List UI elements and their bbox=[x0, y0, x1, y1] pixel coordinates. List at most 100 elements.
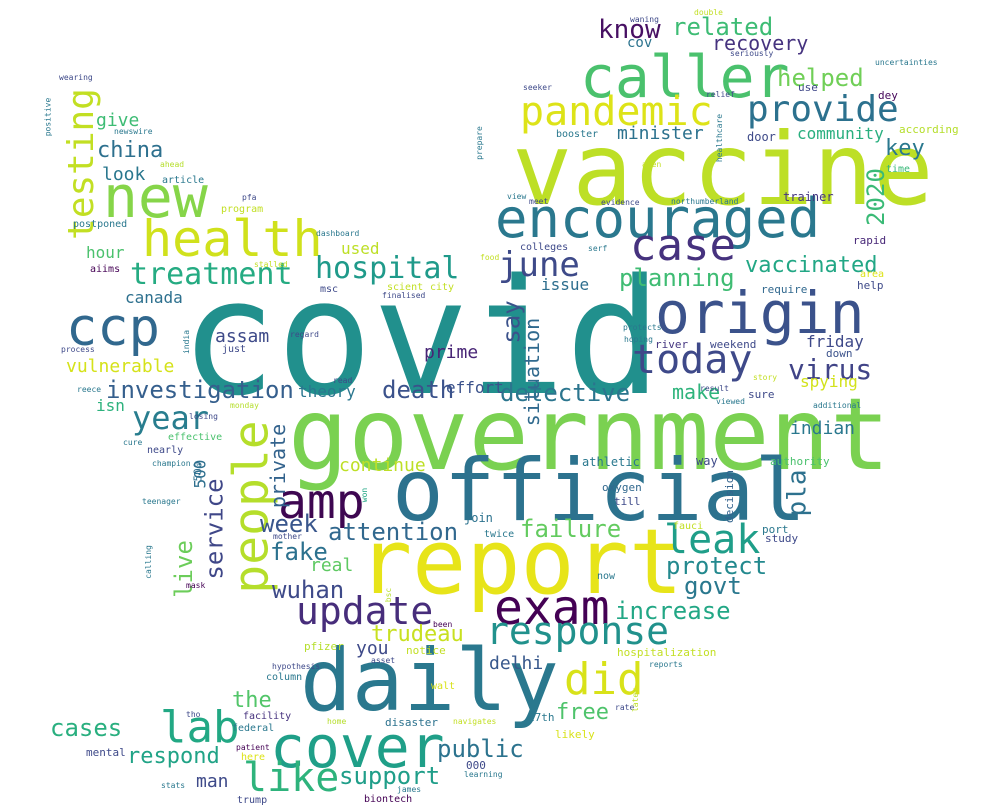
cloud-word: planning bbox=[619, 264, 735, 292]
cloud-word: decision bbox=[722, 469, 736, 523]
cloud-word: asset bbox=[371, 656, 396, 665]
cloud-word: support bbox=[339, 762, 441, 790]
cloud-word: canada bbox=[125, 288, 183, 307]
cloud-word: positive bbox=[43, 98, 52, 137]
cloud-word: waning bbox=[630, 15, 659, 24]
cloud-word: real bbox=[310, 555, 354, 576]
cloud-word: year bbox=[132, 399, 210, 437]
cloud-word: seriously bbox=[730, 49, 774, 58]
cloud-word: hypothesis bbox=[272, 662, 321, 671]
cloud-word: learning bbox=[464, 770, 503, 779]
cloud-word: update bbox=[296, 589, 434, 633]
cloud-word: biontech bbox=[364, 794, 413, 805]
cloud-word: reports bbox=[649, 660, 683, 669]
cloud-word: mental bbox=[86, 746, 126, 759]
cloud-word: champion bbox=[152, 459, 191, 468]
cloud-word: northumberland bbox=[671, 197, 739, 206]
cloud-word: down bbox=[826, 347, 853, 360]
cloud-word: investigation bbox=[106, 376, 294, 404]
cloud-word: indian bbox=[790, 418, 856, 439]
cloud-word: trump bbox=[237, 795, 268, 806]
cloud-word: pandemic bbox=[520, 89, 713, 135]
cloud-word: booster bbox=[556, 129, 599, 140]
cloud-word: article bbox=[162, 175, 205, 186]
cloud-word: 000 bbox=[466, 759, 486, 772]
cloud-word: notice bbox=[406, 644, 446, 657]
cloud-word: mother bbox=[273, 532, 302, 541]
cloud-word: prime bbox=[424, 342, 479, 363]
cloud-word: column bbox=[266, 672, 303, 683]
cloud-word: detective bbox=[500, 379, 631, 407]
cloud-word: fake bbox=[270, 538, 328, 566]
cloud-word: used bbox=[341, 239, 380, 258]
cloud-word: helped bbox=[777, 64, 864, 92]
cloud-word: time bbox=[886, 164, 911, 175]
cloud-word: later bbox=[631, 688, 640, 713]
cloud-word: mask bbox=[186, 581, 206, 590]
cloud-word: uncertainties bbox=[875, 58, 938, 67]
cloud-word: pla bbox=[782, 470, 812, 517]
cloud-word: lab bbox=[160, 702, 240, 753]
cloud-word: friday bbox=[806, 332, 864, 351]
cloud-word: oxygen bbox=[602, 481, 642, 494]
cloud-word: help bbox=[857, 279, 884, 292]
cloud-word: program bbox=[221, 204, 264, 215]
cloud-word: response bbox=[486, 609, 670, 653]
cloud-word: private bbox=[265, 423, 290, 509]
cloud-word: require bbox=[761, 283, 808, 296]
cloud-word: trainer bbox=[783, 190, 834, 204]
cloud-word: join bbox=[464, 511, 493, 525]
cloud-word: effort bbox=[446, 378, 504, 397]
cloud-word: china bbox=[97, 138, 164, 163]
cloud-word: 500 bbox=[191, 462, 204, 482]
cloud-word: government bbox=[288, 376, 891, 493]
cloud-word: the bbox=[232, 688, 272, 713]
cloud-word: here bbox=[241, 752, 266, 763]
cloud-word: rapid bbox=[853, 234, 887, 247]
cloud-word: aren bbox=[642, 160, 662, 169]
cloud-word: did bbox=[564, 654, 644, 705]
cloud-word: study bbox=[765, 532, 799, 545]
cloud-word: evidence bbox=[601, 198, 640, 207]
cloud-word: newswire bbox=[114, 127, 153, 136]
cloud-word: like bbox=[243, 755, 340, 801]
cloud-word: hospital bbox=[315, 251, 460, 286]
cloud-word: nearly bbox=[147, 445, 184, 456]
cloud-word: issue bbox=[541, 275, 590, 294]
cloud-word: encouraged bbox=[495, 187, 821, 250]
cloud-word: door bbox=[747, 130, 776, 144]
cloud-word: double bbox=[694, 8, 723, 17]
cloud-word: read bbox=[333, 376, 353, 385]
cloud-word: treatment bbox=[130, 257, 293, 292]
cloud-word: assam bbox=[215, 326, 270, 347]
cloud-word: stats bbox=[161, 781, 186, 790]
cloud-word: won bbox=[359, 487, 369, 503]
cloud-word: been bbox=[433, 620, 453, 629]
cloud-word: hour bbox=[86, 243, 125, 262]
cloud-word: regard bbox=[290, 330, 319, 339]
cloud-word: 27th bbox=[528, 711, 555, 724]
cloud-word: walt bbox=[431, 681, 456, 692]
cloud-word: just bbox=[222, 344, 247, 355]
cloud-word: authority bbox=[770, 455, 830, 468]
cloud-word: likely bbox=[555, 728, 595, 741]
cloud-word: give bbox=[96, 110, 140, 131]
cloud-word: community bbox=[797, 124, 884, 143]
cloud-word: disaster bbox=[385, 716, 438, 729]
cloud-word: india bbox=[182, 330, 191, 355]
cloud-word: home bbox=[327, 717, 347, 726]
cloud-word: tho bbox=[186, 710, 201, 719]
cloud-word: delhi bbox=[489, 653, 544, 674]
cloud-word: amp bbox=[278, 474, 365, 530]
cloud-word: provide bbox=[747, 89, 899, 130]
cloud-word: cov bbox=[627, 35, 653, 51]
cloud-word: respond bbox=[127, 744, 220, 769]
cloud-word: man bbox=[196, 771, 229, 792]
cloud-word: caller bbox=[580, 43, 790, 111]
cloud-word: stalled bbox=[254, 260, 288, 269]
cloud-word: today bbox=[632, 337, 753, 383]
cloud-word: hospitalization bbox=[617, 646, 717, 659]
cloud-word: teenager bbox=[142, 497, 181, 506]
cloud-word: isn bbox=[96, 396, 125, 415]
